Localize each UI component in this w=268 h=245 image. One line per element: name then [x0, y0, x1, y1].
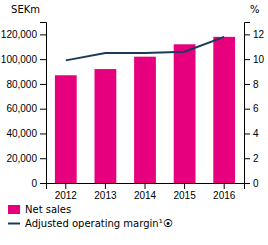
y-tick-line: [40, 133, 46, 134]
y-tick-line: [40, 109, 46, 110]
y-tick: 20,000: [6, 153, 46, 164]
legend-label: Net sales: [25, 204, 71, 215]
y-tick-label: 80,000: [6, 79, 37, 90]
x-tick: 2015: [173, 183, 196, 201]
y-axis-title: SEKm: [11, 4, 40, 15]
y2-tick-line: [244, 109, 250, 110]
y-tick-label: 120,000: [1, 29, 38, 40]
y-tick: 100,000: [1, 54, 46, 65]
legend-swatch: [8, 205, 20, 214]
legend-item: Net sales: [8, 204, 71, 215]
y-tick-label: 100,000: [1, 54, 38, 65]
x-tick-line: [65, 183, 66, 189]
y2-tick-line: [244, 158, 250, 159]
x-tick: 2013: [94, 183, 117, 201]
y-tick-line: [40, 59, 46, 60]
y2-axis: 0 2 4 6 8 10 12: [244, 23, 265, 189]
y2-tick-label: 2: [253, 153, 259, 164]
x-tick-label: 2016: [213, 190, 236, 201]
y-tick: 60,000: [6, 103, 46, 114]
legend-item: Adjusted operating margin¹⦿: [8, 218, 173, 229]
y2-tick: 6: [244, 103, 259, 114]
y-tick-line: [40, 34, 46, 35]
y2-tick: 4: [244, 128, 259, 139]
y-tick: 80,000: [6, 79, 46, 90]
y2-tick: 2: [244, 153, 259, 164]
y2-axis-line: [245, 23, 251, 184]
y2-tick-label: 8: [253, 79, 259, 90]
y-tick-line: [40, 84, 46, 85]
y-axis: 0 20,000 40,000 60,000 80,000 100,000 120,000: [1, 23, 47, 189]
y-axis-line: [40, 23, 47, 184]
x-tick-line: [145, 183, 146, 189]
y2-tick: 8: [244, 79, 259, 90]
y-tick-label: 60,000: [6, 103, 37, 114]
y2-tick-line: [244, 133, 250, 134]
line: [66, 37, 224, 61]
x-tick-label: 2014: [134, 190, 157, 201]
x-axis: 2012 2013 2014 2015 2016: [47, 183, 245, 201]
x-tick-label: 2013: [94, 190, 117, 201]
y2-tick: 12: [244, 29, 265, 40]
bar: [134, 57, 156, 183]
plot: 20122013201420152016020,00040,00060,0008…: [1, 4, 265, 201]
legend-swatch: [8, 223, 20, 225]
y2-tick-line: [244, 34, 250, 35]
y2-tick: 0: [244, 178, 259, 189]
bar: [95, 69, 117, 183]
y2-tick-line: [244, 84, 250, 85]
bar-series: [55, 37, 235, 183]
y2-tick: 10: [244, 54, 265, 65]
chart: 20122013201420152016020,00040,00060,0008…: [0, 0, 268, 245]
bar: [213, 37, 235, 183]
y-tick: 40,000: [6, 128, 46, 139]
y2-tick-label: 10: [253, 54, 265, 65]
bar: [55, 75, 77, 183]
y-tick-label: 20,000: [6, 153, 37, 164]
y2-tick-line: [244, 183, 250, 184]
x-tick-label: 2015: [173, 190, 196, 201]
y2-tick-label: 4: [253, 128, 259, 139]
y2-tick-line: [244, 59, 250, 60]
legend: Net sales Adjusted operating margin¹⦿: [8, 204, 173, 229]
bar: [174, 44, 196, 183]
y2-tick-label: 6: [253, 103, 259, 114]
y-tick-line: [40, 158, 46, 159]
y-tick: 0: [31, 178, 46, 189]
y2-tick-label: 0: [253, 178, 259, 189]
y2-axis-title: %: [250, 4, 260, 15]
y-tick-label: 40,000: [6, 128, 37, 139]
y-tick-label: 0: [31, 178, 37, 189]
x-axis-line: [47, 184, 245, 190]
x-tick-line: [224, 183, 225, 189]
x-tick: 2016: [213, 183, 236, 201]
x-tick-label: 2012: [55, 190, 78, 201]
y2-tick-label: 12: [253, 29, 265, 40]
x-tick: 2014: [134, 183, 157, 201]
legend-label: Adjusted operating margin¹⦿: [25, 218, 173, 229]
x-tick: 2012: [55, 183, 78, 201]
x-tick-line: [105, 183, 106, 189]
x-tick-line: [184, 183, 185, 189]
y-tick: 120,000: [1, 29, 46, 40]
y-tick-line: [40, 183, 46, 184]
marks: [55, 37, 235, 183]
